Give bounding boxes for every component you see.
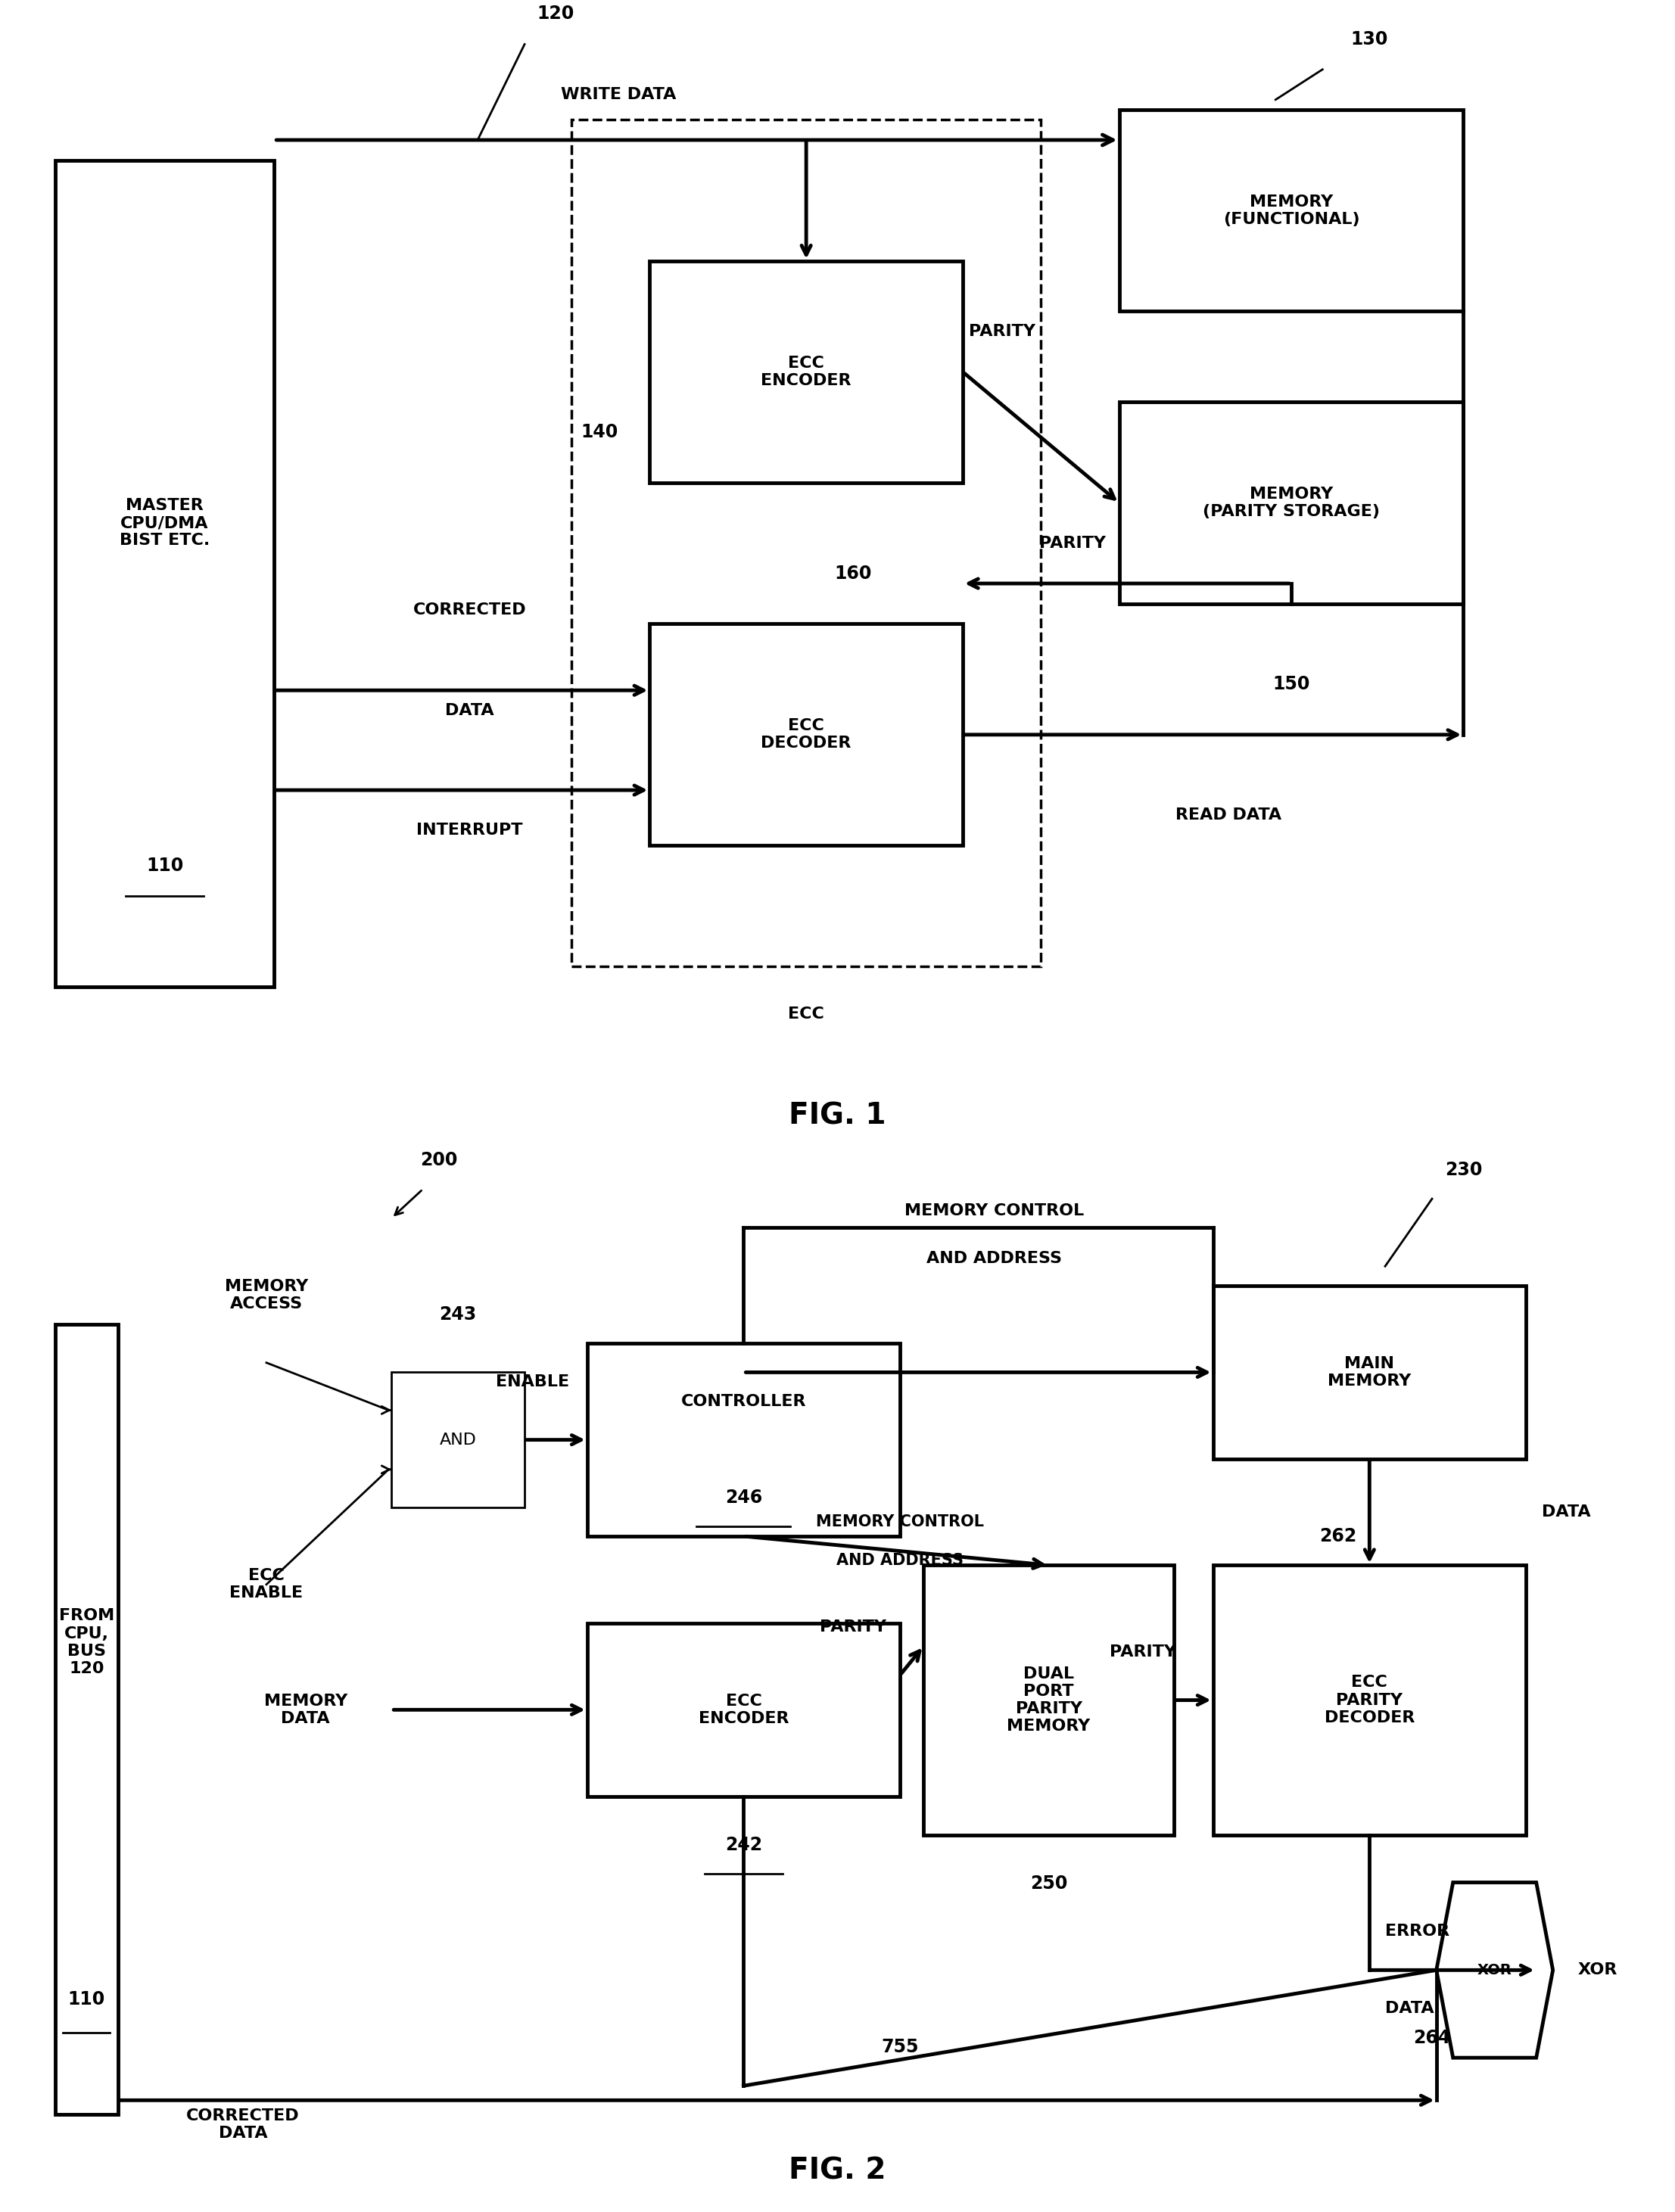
FancyBboxPatch shape <box>923 1566 1174 1836</box>
Text: PARITY: PARITY <box>1038 535 1106 551</box>
Text: PARITY: PARITY <box>1109 1644 1176 1659</box>
Text: 160: 160 <box>834 564 871 582</box>
FancyBboxPatch shape <box>650 261 963 482</box>
Text: 262: 262 <box>1320 1526 1357 1546</box>
Text: PARITY: PARITY <box>968 323 1035 338</box>
Polygon shape <box>1437 1882 1553 2057</box>
Text: ERROR: ERROR <box>1385 1924 1449 1940</box>
FancyBboxPatch shape <box>1119 111 1464 312</box>
Text: 264: 264 <box>1414 2028 1451 2046</box>
FancyBboxPatch shape <box>1119 403 1464 604</box>
Text: INTERRUPT: INTERRUPT <box>417 823 523 838</box>
Bar <box>571 119 1040 967</box>
Text: 130: 130 <box>1350 31 1389 49</box>
Text: ECC
ENABLE: ECC ENABLE <box>229 1568 303 1601</box>
Text: MEMORY
ACCESS: MEMORY ACCESS <box>224 1279 308 1312</box>
Text: MEMORY CONTROL: MEMORY CONTROL <box>904 1203 1084 1219</box>
Text: FROM
CPU,
BUS
120: FROM CPU, BUS 120 <box>59 1608 114 1677</box>
Text: ECC: ECC <box>789 1006 824 1022</box>
Text: 200: 200 <box>420 1150 457 1170</box>
Text: 120: 120 <box>538 4 575 22</box>
Text: 246: 246 <box>725 1489 762 1506</box>
Text: AND ADDRESS: AND ADDRESS <box>926 1252 1062 1265</box>
Text: CONTROLLER: CONTROLLER <box>682 1394 806 1409</box>
Text: FIG. 1: FIG. 1 <box>789 1102 886 1130</box>
Text: WRITE DATA: WRITE DATA <box>561 86 677 102</box>
Text: DATA: DATA <box>1385 2002 1434 2015</box>
Text: AND: AND <box>439 1431 477 1447</box>
Text: 110: 110 <box>69 1991 106 2008</box>
FancyBboxPatch shape <box>588 1624 899 1796</box>
Text: ECC
ENCODER: ECC ENCODER <box>698 1694 789 1725</box>
Text: ENABLE: ENABLE <box>496 1374 570 1389</box>
Text: 150: 150 <box>1273 675 1310 692</box>
Text: MEMORY CONTROL: MEMORY CONTROL <box>816 1515 985 1528</box>
Text: DATA: DATA <box>446 703 494 719</box>
Text: 230: 230 <box>1444 1161 1482 1179</box>
Text: DUAL
PORT
PARITY
MEMORY: DUAL PORT PARITY MEMORY <box>1007 1666 1090 1734</box>
Text: 140: 140 <box>581 422 618 442</box>
Text: READ DATA: READ DATA <box>1176 807 1281 823</box>
Text: 755: 755 <box>881 2037 920 2057</box>
Text: MEMORY
DATA: MEMORY DATA <box>263 1694 347 1725</box>
Text: CORRECTED
DATA: CORRECTED DATA <box>186 2108 300 2141</box>
Text: AND ADDRESS: AND ADDRESS <box>836 1553 963 1568</box>
Text: PARITY: PARITY <box>819 1619 886 1635</box>
Text: MASTER
CPU/DMA
BIST ETC.: MASTER CPU/DMA BIST ETC. <box>119 498 209 549</box>
FancyBboxPatch shape <box>55 159 275 987</box>
Text: 242: 242 <box>725 1836 762 1854</box>
Text: MAIN
MEMORY: MAIN MEMORY <box>1328 1356 1412 1389</box>
FancyBboxPatch shape <box>650 624 963 845</box>
Text: MEMORY
(PARITY STORAGE): MEMORY (PARITY STORAGE) <box>1203 487 1380 520</box>
FancyBboxPatch shape <box>1213 1566 1526 1836</box>
Text: ECC
PARITY
DECODER: ECC PARITY DECODER <box>1325 1674 1415 1725</box>
Text: ECC
DECODER: ECC DECODER <box>760 719 851 752</box>
Bar <box>55 1325 117 2115</box>
FancyBboxPatch shape <box>1213 1285 1526 1460</box>
Text: 243: 243 <box>439 1305 477 1323</box>
Text: DATA: DATA <box>1541 1504 1591 1520</box>
Text: 250: 250 <box>1030 1874 1067 1893</box>
FancyBboxPatch shape <box>392 1371 524 1506</box>
FancyBboxPatch shape <box>588 1343 899 1535</box>
Text: XOR: XOR <box>1578 1962 1618 1978</box>
Text: 110: 110 <box>146 856 183 874</box>
Text: ECC
ENCODER: ECC ENCODER <box>760 356 851 387</box>
Text: FIG. 2: FIG. 2 <box>789 2157 886 2185</box>
Text: MEMORY
(FUNCTIONAL): MEMORY (FUNCTIONAL) <box>1223 195 1360 228</box>
Text: XOR: XOR <box>1477 1962 1513 1978</box>
Text: CORRECTED: CORRECTED <box>414 602 526 617</box>
